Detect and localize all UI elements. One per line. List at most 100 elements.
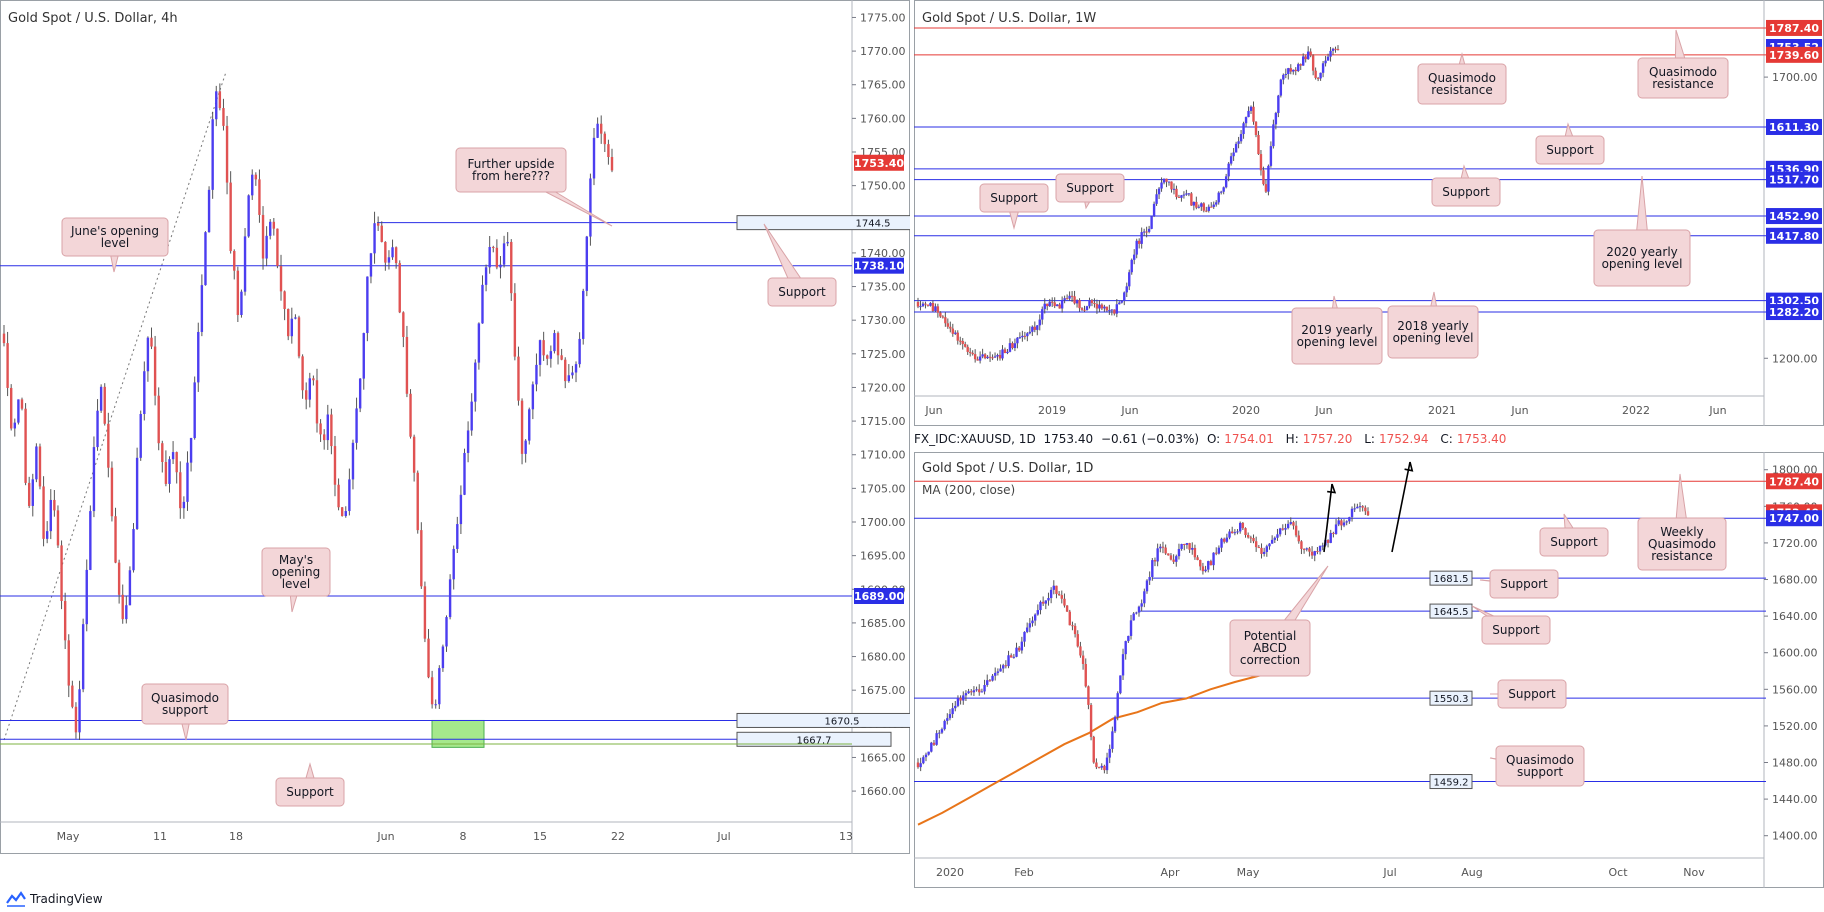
candle-body (240, 291, 243, 315)
symbol-label[interactable]: FX_IDC:XAUUSD, 1D (914, 432, 1036, 446)
candle-body (434, 704, 437, 706)
candle-body (1311, 55, 1315, 71)
candle-body (139, 413, 142, 458)
level-label: 1459.2 (1434, 778, 1469, 789)
candle-body (946, 718, 949, 721)
candle-body (1205, 210, 1208, 212)
candle-body (1185, 543, 1189, 545)
chart-panel-4h[interactable]: 1775.00 1770.00 1765.00 1760.00 1755.00 1750.… (0, 0, 1010, 854)
candle-body (991, 357, 994, 359)
level-label: 1681.5 (1434, 574, 1469, 585)
candle-body (412, 436, 416, 473)
callout-text: Support (286, 785, 334, 799)
callout-box (1291, 307, 1383, 365)
price-tag-label: 1452.90 (1769, 210, 1819, 223)
candle-body (1039, 601, 1042, 611)
x-tick-label: Oct (1608, 866, 1628, 879)
candle-body (922, 757, 925, 764)
chart-4h[interactable]: 1775.001770.001765.001760.001755.001750.… (0, 0, 1010, 854)
candle-body (1262, 170, 1265, 185)
callout-box (1637, 517, 1727, 571)
candle-body (308, 378, 311, 400)
price-tag-label: 1747.00 (1769, 512, 1819, 525)
callout-text: resistance (1651, 549, 1713, 563)
candle-body (528, 409, 531, 441)
candle-body (1361, 506, 1364, 508)
candle-body (179, 472, 182, 509)
y-tick-label: 1730.00 (860, 314, 906, 327)
candle-body (592, 137, 596, 179)
candle-body (218, 91, 222, 109)
candle-body (157, 395, 160, 444)
candle-body (1060, 299, 1064, 309)
candle-body (1196, 557, 1199, 561)
y-tick-label: 1740.00 (860, 247, 906, 260)
candle-body (1097, 767, 1101, 769)
candle-body (1140, 232, 1143, 244)
chart-panel-weekly[interactable]: 1700.00 1200.00 Jun 2019 Jun 2020 Jun 2021 Jun 20… (914, 0, 1824, 426)
chart-daily[interactable]: 1800.001760.001720.001680.001640.001600.… (914, 452, 1824, 888)
x-tick-label: Jul (1382, 866, 1396, 879)
candle-body (294, 317, 297, 319)
chart-panel-daily[interactable]: 1800.001760.001720.001680.001640.001600.… (914, 452, 1824, 888)
price-tag-label: 1787.40 (1769, 22, 1819, 35)
candle-body (114, 516, 117, 563)
candle-body (1087, 686, 1090, 705)
candle-body (1299, 64, 1302, 66)
candle-body (355, 408, 358, 443)
candle-body (983, 354, 987, 359)
candle-body (1217, 547, 1221, 554)
candle-body (978, 689, 981, 693)
callout-text: support (162, 703, 208, 717)
candle-body (1172, 188, 1176, 190)
candle-body (340, 507, 344, 517)
candle-body (535, 364, 538, 385)
candle-body (1055, 585, 1058, 594)
candle-body (189, 438, 193, 463)
candle-body (1038, 319, 1041, 326)
candle-body (1020, 641, 1024, 651)
x-tick-label: Nov (1683, 866, 1705, 879)
callout-text: Quasimodo (1648, 537, 1716, 551)
candle-body (1085, 306, 1089, 311)
candle-body (1051, 301, 1054, 303)
candle-body (27, 482, 31, 506)
candle-body (1183, 543, 1186, 545)
candle-body (1065, 605, 1069, 612)
candle-body (607, 144, 610, 158)
candle-body (1191, 547, 1194, 550)
candle-body (81, 624, 85, 690)
candle-body (1297, 535, 1300, 542)
candle-body (1348, 517, 1351, 522)
candle-body (484, 267, 488, 285)
x-tick-label: Apr (1160, 866, 1180, 879)
candle-body (222, 108, 225, 126)
callout-box (141, 683, 229, 725)
candle-body (1006, 351, 1009, 354)
candle-body (919, 763, 922, 768)
candle-body (916, 762, 920, 768)
candle-body (1182, 194, 1186, 196)
candle-body (1105, 306, 1109, 311)
price-tag (854, 257, 904, 274)
candle-body (1068, 611, 1071, 626)
x-tick-label: 2020 (936, 866, 964, 879)
y-tick-label: 1660.00 (860, 785, 906, 798)
y-tick-label: 1600.00 (1772, 647, 1818, 660)
candle-body (1023, 335, 1027, 337)
price-tag-label: 1417.80 (1769, 230, 1819, 243)
tradingview-logo-icon[interactable] (6, 891, 26, 907)
level-label: 1670.5 (825, 716, 860, 727)
candle-body (1011, 343, 1014, 349)
candle-body (1008, 343, 1012, 352)
tradingview-brand[interactable]: TradingView (30, 892, 103, 906)
candle-body (991, 675, 994, 681)
y-tick-label: 1685.00 (860, 617, 906, 630)
candle-body (441, 646, 445, 669)
candle-body (1366, 511, 1370, 516)
candle-body (1264, 184, 1268, 192)
chart-weekly[interactable]: 1700.00 1200.00 Jun 2019 Jun 2020 Jun 2021 Jun 20… (914, 0, 1824, 426)
candle-body (499, 264, 502, 268)
candle-body (1257, 134, 1260, 155)
candle-body (416, 472, 419, 531)
